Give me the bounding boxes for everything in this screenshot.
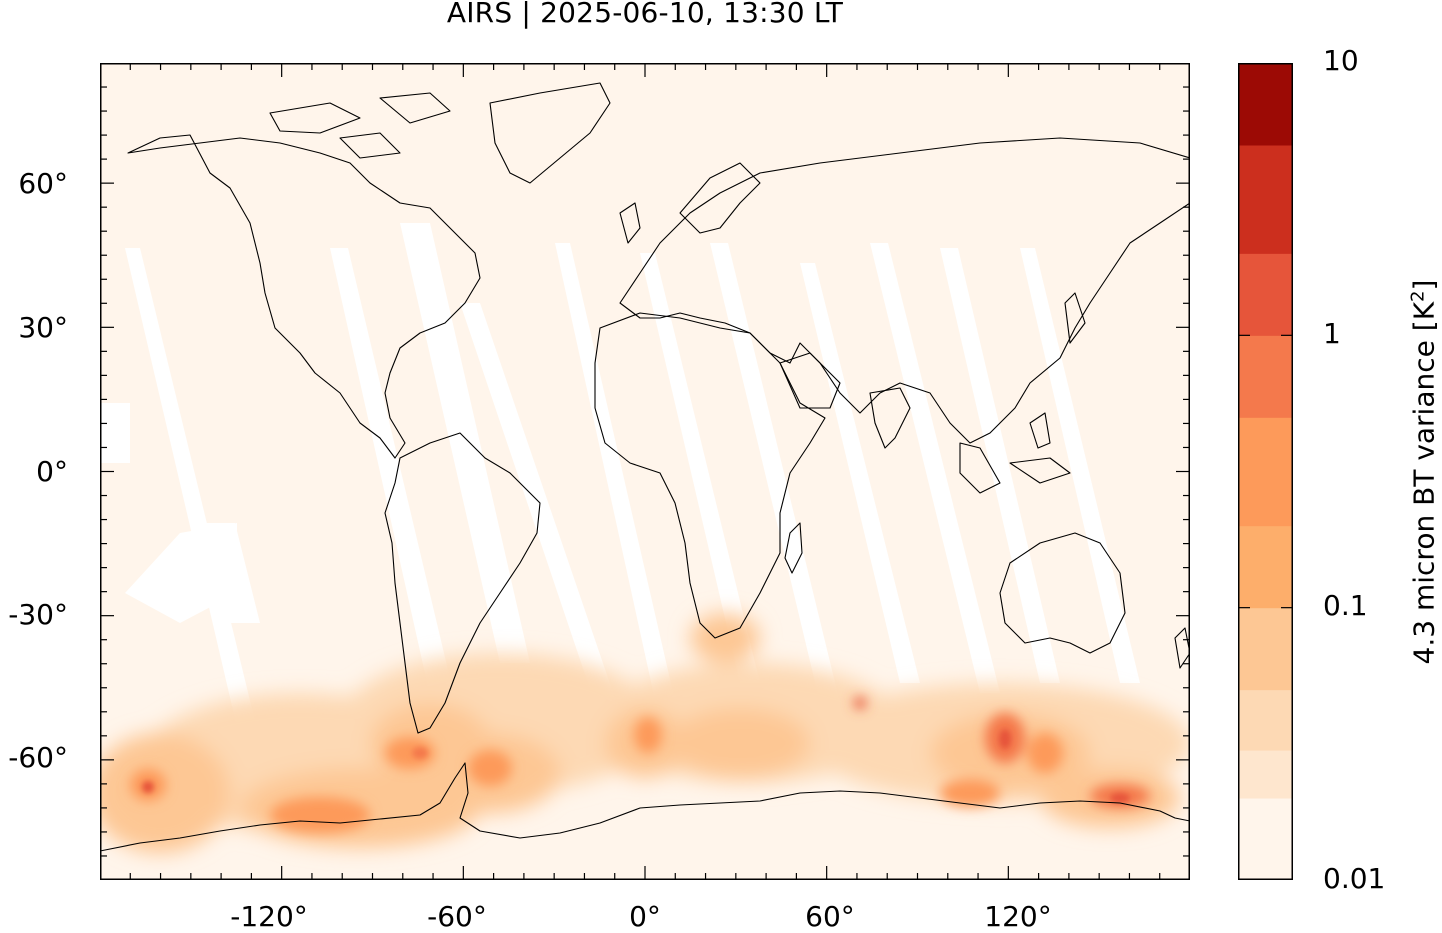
lon-tick-label-minus60: -60° xyxy=(427,900,487,933)
coast-antarctica xyxy=(100,762,1190,852)
lon-tick-label-60: 60° xyxy=(805,900,855,933)
map-canvas xyxy=(100,63,1190,880)
coast-north-america xyxy=(127,134,481,459)
colorbar-title-main: 4.3 micron BT variance [K xyxy=(1407,301,1441,665)
colorbar-tick-0.01: 0.01 xyxy=(1323,862,1386,895)
map-border xyxy=(100,63,1190,880)
colorbar-tick-10: 10 xyxy=(1323,44,1359,77)
colorbar-title: 4.3 micron BT variance [K2] xyxy=(1407,280,1440,665)
colorbar-bin-0 xyxy=(1238,798,1293,881)
colorbar-bin-1 xyxy=(1238,750,1293,799)
lon-tick-label-0: 0° xyxy=(629,900,661,933)
colorbar-bin-7 xyxy=(1238,253,1293,336)
colorbar-bin-3 xyxy=(1238,607,1293,691)
colorbar-bin-8 xyxy=(1238,144,1293,254)
colorbar-tick-0.1: 0.1 xyxy=(1323,589,1368,622)
map-panel[interactable] xyxy=(100,63,1190,880)
colorbar-title-end: ] xyxy=(1407,279,1441,291)
orbit-gaps xyxy=(100,223,1140,783)
colorbar-bin-6 xyxy=(1238,335,1293,418)
colorbar-bin-9 xyxy=(1238,63,1293,146)
variance-hotspots xyxy=(130,697,1150,833)
plot-title: AIRS | 2025-06-10, 13:30 LT xyxy=(446,0,844,29)
lat-tick-label-0: 0° xyxy=(36,455,68,488)
colorbar-tick-1: 1 xyxy=(1323,317,1341,350)
coast-south-america xyxy=(384,432,541,734)
lon-tick-label-120: 120° xyxy=(984,900,1052,933)
colorbar-bin-4 xyxy=(1238,525,1293,609)
coastlines xyxy=(100,82,1190,852)
coast-africa xyxy=(594,312,826,639)
coast-australia xyxy=(999,532,1126,654)
lat-tick-label-minus30: -30° xyxy=(8,598,68,631)
lat-tick-label-minus60: -60° xyxy=(8,741,68,774)
colorbar-bin-5 xyxy=(1238,417,1293,527)
colorbar-canvas xyxy=(1238,62,1293,881)
colorbar-border xyxy=(1238,63,1293,880)
colorbar-title-sup: 2 xyxy=(1407,290,1429,302)
lat-tick-label-60: 60° xyxy=(18,167,68,200)
colorbar xyxy=(1238,62,1293,881)
lon-tick-label-minus120: -120° xyxy=(230,900,308,933)
lat-tick-label-30: 30° xyxy=(18,311,68,344)
coast-greenland xyxy=(489,82,611,184)
colorbar-bin-2 xyxy=(1238,689,1293,751)
variance-peaks xyxy=(142,729,1130,803)
